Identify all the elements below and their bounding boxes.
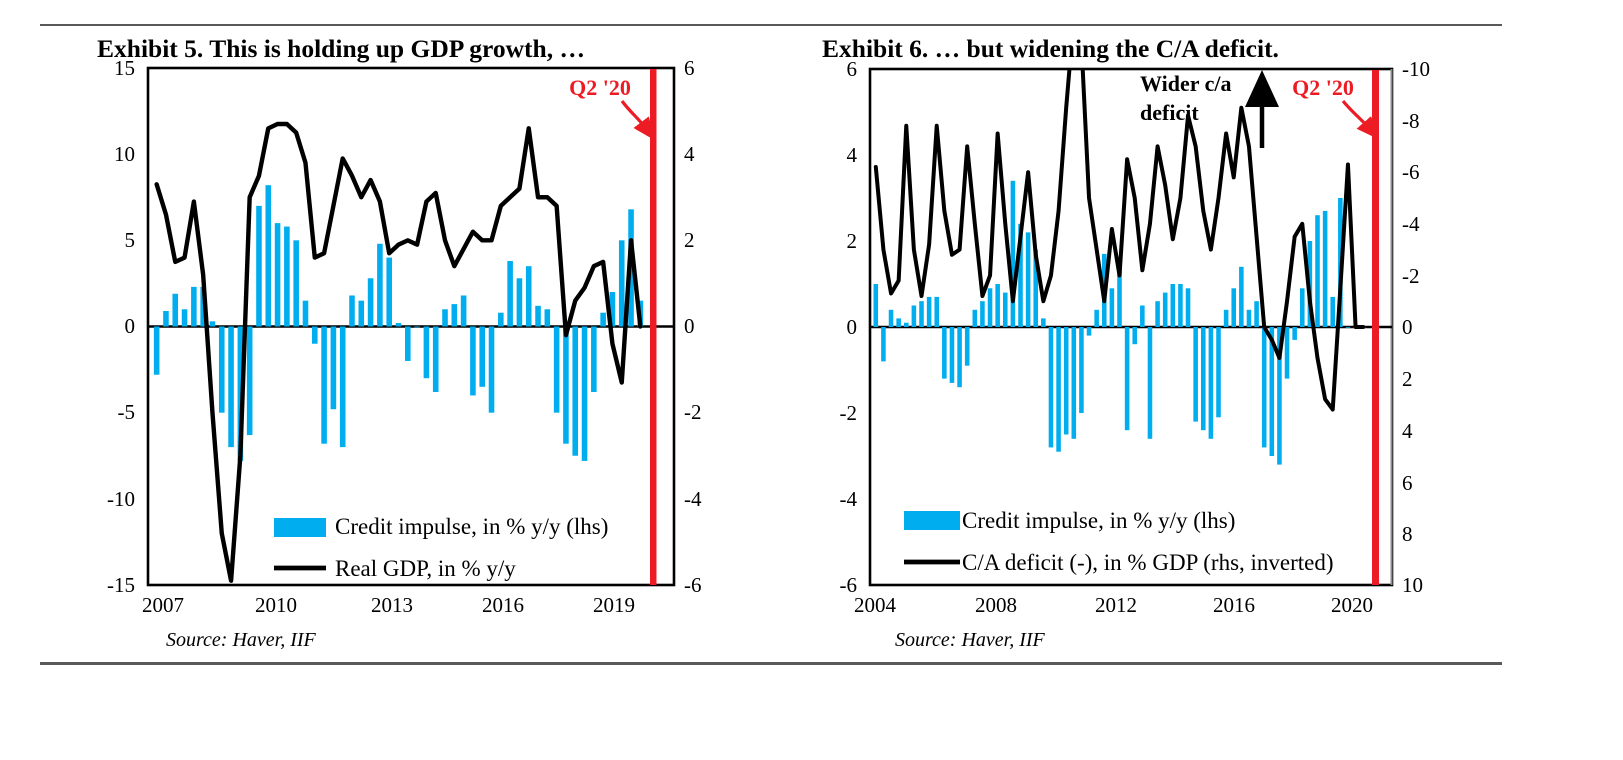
svg-text:Wider c/a: Wider c/a — [1140, 71, 1231, 96]
svg-text:C/A deficit (-), in % GDP (rhs: C/A deficit (-), in % GDP (rhs, inverted… — [962, 550, 1334, 575]
svg-text:Credit impulse, in % y/y (lhs): Credit impulse, in % y/y (lhs) — [962, 508, 1235, 533]
svg-text:deficit: deficit — [1140, 100, 1199, 125]
svg-text:Q2 '20: Q2 '20 — [1292, 75, 1354, 100]
